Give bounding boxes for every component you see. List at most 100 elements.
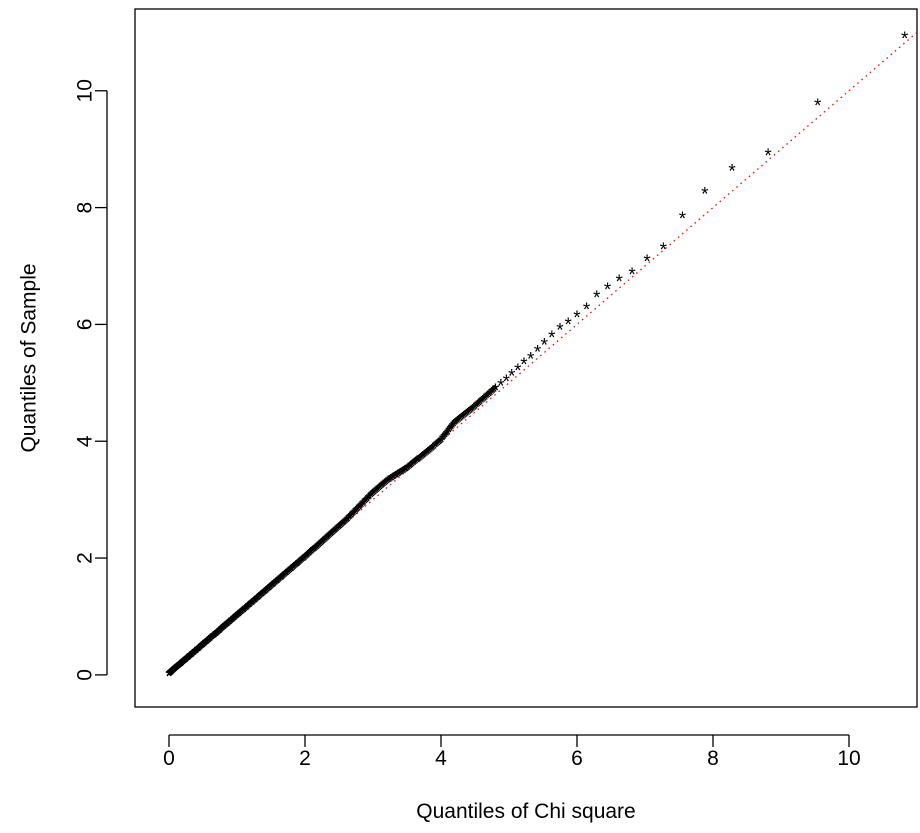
x-tick-label: 10	[837, 747, 860, 770]
data-point: *	[326, 528, 334, 549]
data-point: *	[373, 483, 381, 504]
data-point: *	[336, 519, 344, 540]
data-point: *	[215, 624, 223, 645]
data-point: *	[218, 622, 226, 643]
data-point: *	[475, 396, 483, 417]
data-point: *	[471, 399, 479, 420]
data-point: *	[275, 573, 283, 594]
data-point: *	[307, 545, 315, 566]
data-point: *	[295, 556, 303, 577]
data-point: *	[237, 605, 245, 626]
data-point: *	[450, 417, 458, 438]
data-point: *	[374, 482, 382, 503]
data-point: *	[446, 422, 454, 443]
x-tick-label: 8	[707, 747, 719, 770]
data-point: *	[231, 611, 239, 632]
data-point: *	[251, 594, 259, 615]
data-point: *	[352, 504, 360, 525]
data-point: *	[451, 415, 459, 436]
data-point: *	[534, 343, 542, 364]
data-point: *	[250, 594, 258, 615]
data-point: *	[414, 452, 422, 473]
data-point: *	[210, 628, 218, 649]
x-tick-label: 4	[435, 747, 447, 770]
y-tick-label: 0	[74, 669, 97, 681]
data-point: *	[246, 598, 254, 619]
data-point: *	[548, 328, 556, 349]
data-point: *	[175, 659, 183, 680]
data-point: *	[242, 601, 250, 622]
data-point: *	[243, 600, 251, 621]
data-point: *	[231, 610, 239, 631]
data-point: *	[393, 468, 401, 489]
data-point: *	[343, 513, 351, 534]
data-point: *	[422, 446, 430, 467]
data-point: *	[430, 439, 438, 460]
data-point: *	[194, 643, 202, 664]
data-point: *	[407, 458, 415, 479]
data-point: *	[201, 636, 209, 657]
data-point: *	[207, 631, 215, 652]
data-point: *	[423, 445, 431, 466]
data-point: *	[290, 560, 298, 581]
data-point: *	[419, 448, 427, 469]
data-point: *	[480, 391, 488, 412]
data-point: *	[303, 548, 311, 569]
data-point: *	[396, 466, 404, 487]
data-point: *	[327, 527, 335, 548]
y-tick-label: 4	[74, 435, 97, 447]
data-point: *	[182, 653, 190, 674]
data-point: *	[172, 661, 180, 682]
data-point: *	[166, 667, 174, 688]
data-point: *	[330, 524, 338, 545]
data-point: *	[728, 162, 736, 183]
data-point: *	[288, 561, 296, 582]
data-point: *	[324, 530, 332, 551]
data-point: *	[404, 461, 412, 482]
data-point: *	[297, 554, 305, 575]
data-point: *	[321, 533, 329, 554]
data-point: *	[470, 400, 478, 421]
data-point: *	[293, 557, 301, 578]
data-point: *	[260, 585, 268, 606]
data-point: *	[169, 664, 177, 685]
x-tick-label: 0	[163, 747, 175, 770]
data-point: *	[216, 623, 224, 644]
data-point: *	[390, 469, 398, 490]
data-point: *	[440, 430, 448, 451]
data-point: *	[219, 621, 227, 642]
data-point: *	[476, 395, 484, 416]
data-point: *	[388, 471, 396, 492]
data-point: *	[166, 666, 174, 687]
data-point: *	[492, 381, 500, 402]
data-point: *	[380, 477, 388, 498]
data-point: *	[203, 634, 211, 655]
data-point: *	[226, 615, 234, 636]
data-point: *	[197, 639, 205, 660]
data-point: *	[474, 397, 482, 418]
data-point: *	[213, 626, 221, 647]
data-point: *	[207, 631, 215, 652]
data-point: *	[615, 272, 623, 293]
data-point: *	[198, 639, 206, 660]
x-tick-label: 2	[299, 747, 311, 770]
data-point: *	[190, 645, 198, 666]
data-point: *	[221, 619, 229, 640]
data-point: *	[177, 657, 185, 678]
data-point: *	[311, 542, 319, 563]
data-point: *	[249, 595, 257, 616]
data-point: *	[483, 389, 491, 410]
data-point: *	[273, 575, 281, 596]
data-point: *	[315, 538, 323, 559]
data-point: *	[167, 666, 175, 687]
data-point: *	[564, 315, 572, 336]
data-point: *	[238, 604, 246, 625]
data-point: *	[453, 414, 461, 435]
data-point: *	[428, 441, 436, 462]
data-point: *	[417, 450, 425, 471]
data-point: *	[573, 308, 581, 329]
data-point: *	[335, 520, 343, 541]
data-point: *	[173, 660, 181, 681]
data-point: *	[256, 589, 264, 610]
